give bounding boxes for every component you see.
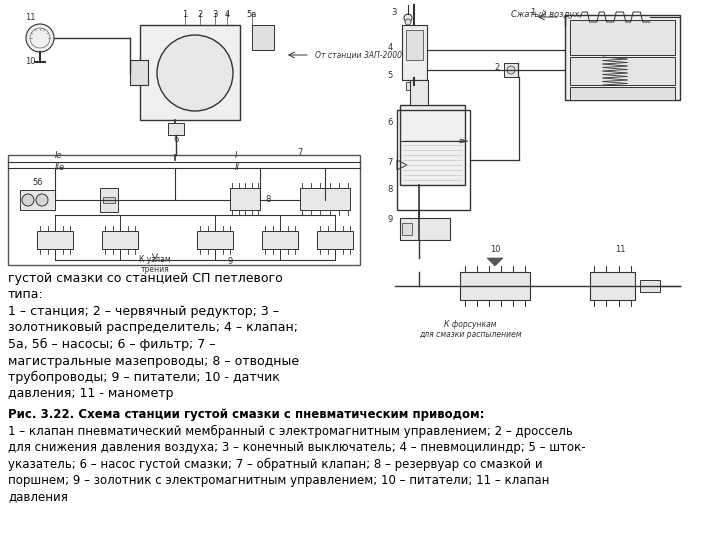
Polygon shape [487, 258, 503, 266]
Text: давления: давления [8, 490, 68, 503]
Text: Рис. 3.22. Схема станции густой смазки с пневматическим приводом:: Рис. 3.22. Схема станции густой смазки с… [8, 408, 485, 421]
Bar [140, 25, 240, 120]
Bar [103, 197, 115, 203]
Text: густой смазки со станцией СП петлевого: густой смазки со станцией СП петлевого [8, 272, 283, 285]
Bar [197, 231, 233, 249]
Text: трубопроводы; 9 – питатели; 10 - датчик: трубопроводы; 9 – питатели; 10 - датчик [8, 371, 280, 384]
Text: IIе: IIе [55, 163, 65, 172]
Text: типа:: типа: [8, 288, 44, 301]
Text: 6: 6 [174, 135, 179, 144]
Bar [460, 272, 530, 300]
Text: 7: 7 [387, 158, 393, 167]
Bar [570, 87, 675, 100]
Bar [410, 80, 428, 105]
Bar [100, 188, 118, 212]
Circle shape [157, 35, 233, 111]
Circle shape [22, 194, 34, 206]
Bar [406, 30, 423, 60]
Text: К узлам
трения: К узлам трения [139, 255, 171, 274]
Text: II: II [235, 163, 240, 172]
Text: 10: 10 [490, 245, 500, 254]
Text: магистральные мазепроводы; 8 – отводные: магистральные мазепроводы; 8 – отводные [8, 354, 299, 368]
Text: К форсункам
для смазки распылением: К форсункам для смазки распылением [419, 320, 521, 340]
Text: 3: 3 [392, 8, 397, 17]
Text: 1: 1 [182, 10, 188, 19]
Text: I: I [235, 151, 238, 160]
Text: 1 – станция; 2 – червячный редуктор; 3 –: 1 – станция; 2 – червячный редуктор; 3 – [8, 305, 279, 318]
Circle shape [26, 24, 54, 52]
Bar [400, 105, 465, 185]
Bar [640, 280, 660, 292]
Bar [20, 190, 55, 210]
Text: 5а: 5а [247, 10, 257, 19]
Circle shape [36, 194, 48, 206]
Text: 8: 8 [387, 185, 393, 194]
Text: поршнем; 9 – золотник с электромагнитным управлением; 10 – питатели; 11 – клапан: поршнем; 9 – золотник с электромагнитным… [8, 474, 549, 487]
Bar [397, 110, 470, 210]
Bar [504, 63, 518, 77]
Circle shape [404, 14, 412, 22]
Bar [402, 25, 427, 80]
Bar [406, 82, 422, 90]
Text: От станции ЗАП-2000: От станции ЗАП-2000 [315, 51, 402, 59]
Text: 6: 6 [387, 118, 393, 127]
Bar [565, 15, 680, 100]
Text: 5: 5 [388, 71, 393, 80]
Bar [590, 272, 635, 300]
Text: 1 – клапан пневматический мембранный с электромагнитным управлением; 2 – дроссел: 1 – клапан пневматический мембранный с э… [8, 424, 573, 437]
Bar [570, 20, 675, 55]
Text: указатель; 6 – насос густой смазки; 7 – обратный клапан; 8 – резервуар со смазко: указатель; 6 – насос густой смазки; 7 – … [8, 457, 543, 470]
Text: 4: 4 [225, 10, 230, 19]
Text: 9: 9 [388, 215, 393, 224]
Bar [570, 57, 675, 85]
Text: 1: 1 [530, 8, 535, 17]
Text: 3: 3 [212, 10, 217, 19]
Bar [130, 60, 148, 85]
Text: Iе: Iе [55, 151, 63, 160]
Bar [8, 155, 360, 265]
Text: 2: 2 [495, 63, 500, 72]
Bar [102, 231, 138, 249]
Bar [168, 123, 184, 135]
Text: давления; 11 - манометр: давления; 11 - манометр [8, 388, 174, 401]
Text: Сжатый воздух: Сжатый воздух [510, 10, 579, 19]
Text: золотниковый распределитель; 4 – клапан;: золотниковый распределитель; 4 – клапан; [8, 321, 298, 334]
Text: 5а, 5б – насосы; 6 – фильтр; 7 –: 5а, 5б – насосы; 6 – фильтр; 7 – [8, 338, 215, 351]
Circle shape [507, 66, 515, 74]
Text: 11: 11 [615, 245, 625, 254]
Polygon shape [460, 139, 468, 143]
Text: для снижения давления воздуха; 3 – конечный выключатель; 4 – пневмоцилиндр; 5 – : для снижения давления воздуха; 3 – конеч… [8, 441, 585, 454]
Text: 9: 9 [228, 257, 233, 266]
Text: 8: 8 [265, 195, 271, 204]
Bar [37, 231, 73, 249]
Bar [402, 223, 412, 235]
Text: 2: 2 [197, 10, 202, 19]
Text: 7: 7 [297, 148, 302, 157]
Text: 5б: 5б [32, 178, 42, 187]
Bar [317, 231, 353, 249]
Text: 10: 10 [24, 57, 35, 66]
Bar [252, 25, 274, 50]
Bar [230, 188, 260, 210]
Text: 4: 4 [388, 43, 393, 52]
Text: 11: 11 [24, 13, 35, 22]
Bar [400, 218, 450, 240]
Bar [262, 231, 298, 249]
Circle shape [405, 19, 411, 25]
Bar [300, 188, 350, 210]
